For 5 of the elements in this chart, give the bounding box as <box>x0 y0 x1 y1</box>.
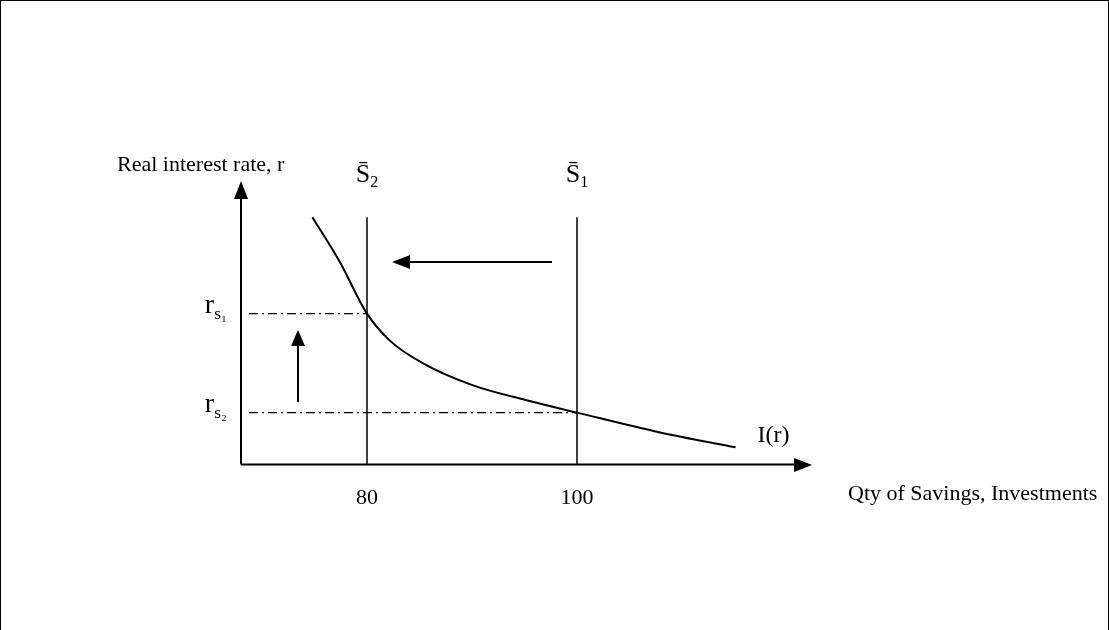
series-label: I(r) <box>757 420 790 447</box>
x-tick-label: 100 <box>560 483 594 509</box>
x-axis-title: Qty of Savings, Investments <box>848 480 1098 506</box>
y-axis-title: Real interest rate, r <box>117 150 286 176</box>
x-tick-label: 80 <box>356 483 378 509</box>
